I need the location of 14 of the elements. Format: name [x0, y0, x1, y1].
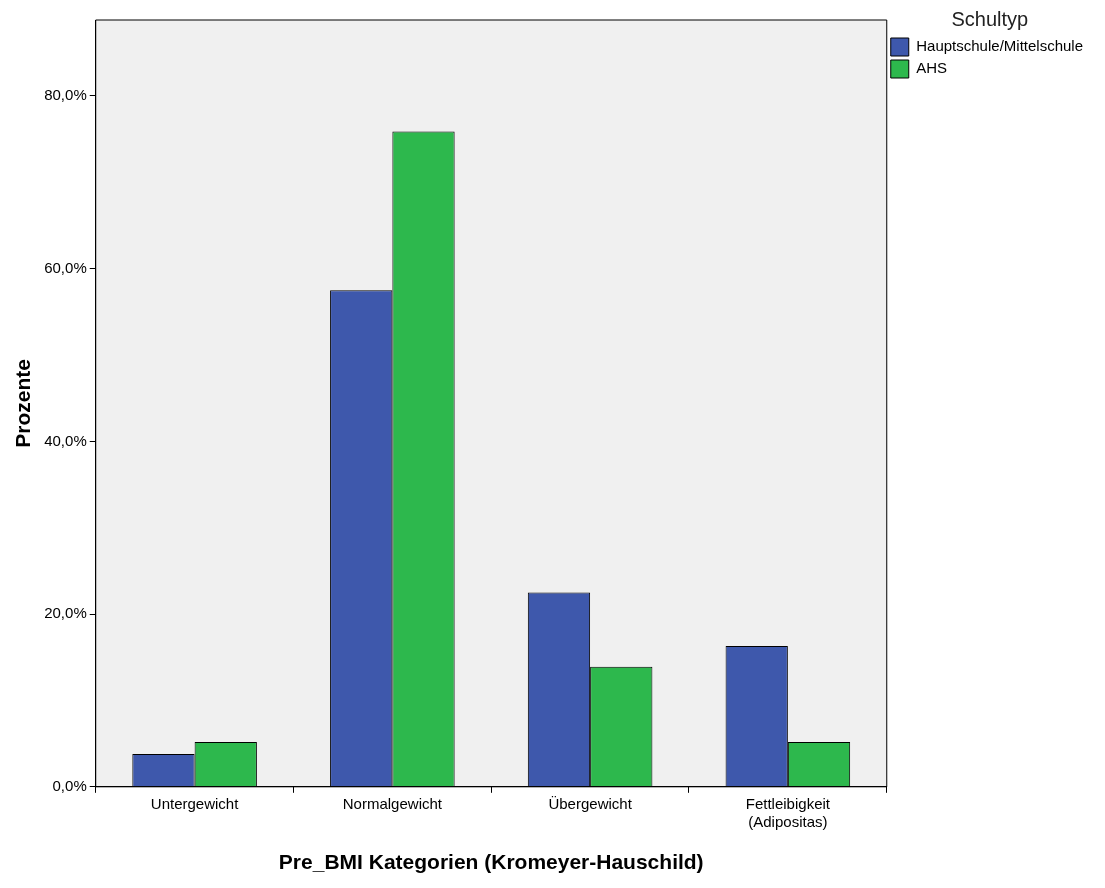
y-tick-label: 40,0% [44, 431, 87, 449]
x-tick-label: Untergewicht [150, 794, 240, 812]
y-tick-label: 60,0% [44, 258, 87, 276]
x-tick-label: Fettleibigkeit (Adipositas) [745, 794, 831, 830]
legend-label: Hauptschule/Mittelschule [916, 37, 1084, 55]
x-axis-title: Pre_BMI Kategorien (Kromeyer-Hauschild) [278, 850, 704, 874]
x-tick-label: Normalgewicht [342, 794, 443, 812]
y-tick-label: 0,0% [52, 776, 87, 794]
y-tick-label: 20,0% [44, 604, 87, 622]
y-tick-label: 80,0% [44, 86, 87, 104]
x-tick-label: Übergewicht [548, 794, 633, 812]
legend-title: Schultyp [951, 7, 1029, 30]
legend-label: AHS [916, 59, 948, 77]
y-axis-title: Prozente [11, 359, 35, 448]
